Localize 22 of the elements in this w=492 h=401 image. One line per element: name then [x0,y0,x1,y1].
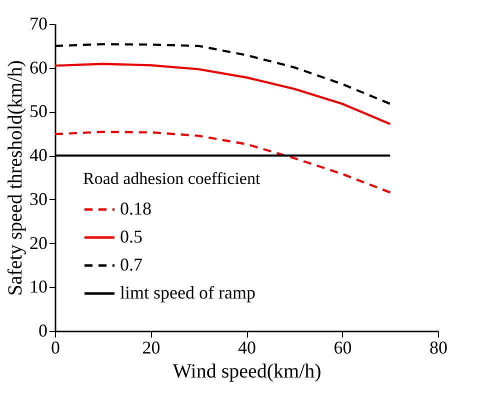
legend-title: Road adhesion coefficient [83,169,260,188]
x-tick-label: 60 [334,338,352,358]
x-tick-label: 40 [238,338,256,358]
legend-label: limt speed of ramp [120,282,256,302]
line-series [54,62,392,126]
x-tick-label: 0 [51,338,60,358]
y-tick-label: 20 [30,232,48,253]
legend-label: 0.5 [120,226,142,246]
y-tick-label: 40 [30,145,48,166]
y-tick-label: 50 [30,101,48,122]
x-tick-label: 80 [430,338,448,358]
y-tick-label: 10 [30,276,48,297]
x-axis-title: Wind speed(km/h) [172,360,322,382]
legend-label: 0.18 [120,198,152,218]
y-tick-label: 60 [30,57,48,78]
y-tick-label: 0 [38,320,48,340]
y-axis-title: Safety speed threshold(km/h) [4,60,26,296]
x-tick-label: 20 [142,338,160,358]
legend-label: 0.7 [120,254,142,274]
y-tick-label: 30 [30,188,48,209]
y-tick-label: 70 [30,14,48,34]
line-series [54,130,392,194]
